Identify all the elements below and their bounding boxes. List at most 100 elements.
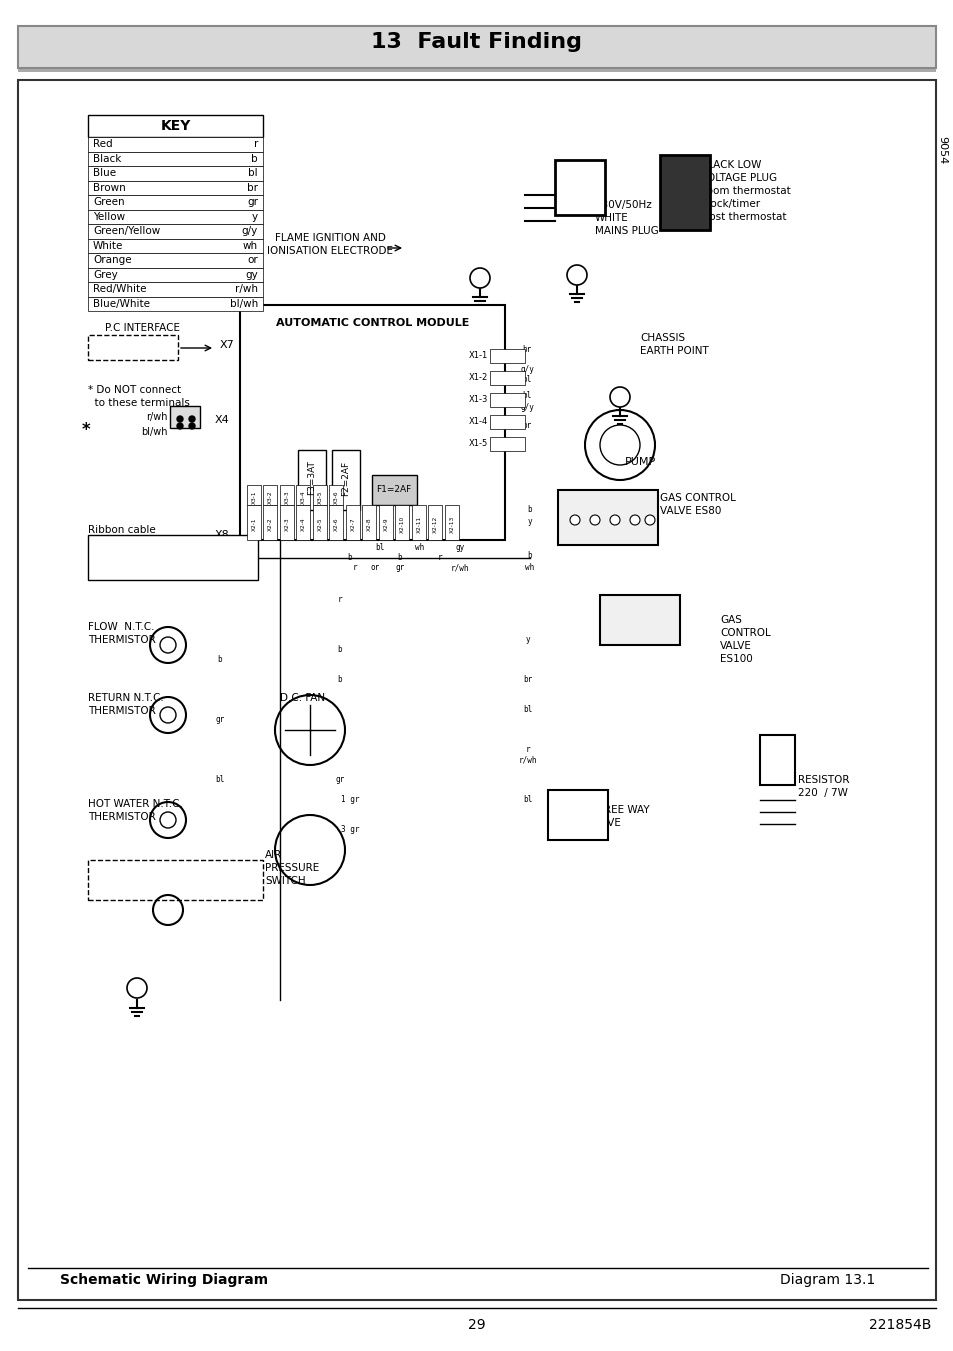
Bar [280,485,294,505]
Text: b: b [527,550,532,559]
Bar [263,485,277,505]
Text: r: r [253,139,257,149]
Text: gy: gy [245,270,257,280]
Text: X8: X8 [214,530,230,540]
Bar [88,195,263,209]
Text: X2-8: X2-8 [367,517,372,531]
Text: X2-6: X2-6 [334,517,338,531]
Bar [490,372,524,385]
Text: GAS CONTROL: GAS CONTROL [659,493,735,503]
Text: X3-1: X3-1 [252,490,256,504]
Text: to these terminals: to these terminals [88,399,190,408]
Text: b: b [337,646,342,654]
Text: Diagram 13.1: Diagram 13.1 [779,1273,874,1288]
Bar [490,415,524,430]
Text: r/wh: r/wh [518,755,537,765]
Text: SENSOR: SENSOR [88,878,131,888]
Text: X1-2: X1-2 [468,373,488,382]
Text: Frost thermostat: Frost thermostat [700,212,785,222]
Bar [490,436,524,451]
Text: X2-5: X2-5 [317,517,322,531]
Bar [88,224,263,239]
Text: THERMISTOR: THERMISTOR [88,635,155,644]
Bar [88,136,263,151]
Text: bl: bl [490,338,499,346]
Text: X2-11: X2-11 [416,516,421,532]
Text: FUSES: FUSES [354,438,390,449]
Bar [88,861,263,900]
Bar [313,505,327,540]
Bar [88,239,263,253]
Bar [280,505,294,540]
Text: br: br [247,182,257,193]
Text: X2-7: X2-7 [350,517,355,531]
Text: Grey: Grey [92,270,117,280]
Text: r/wh: r/wh [234,284,257,295]
Text: y: y [525,635,530,644]
Bar [378,505,393,540]
Text: gr: gr [335,775,344,785]
Text: bl: bl [522,376,531,385]
Text: X3-4: X3-4 [301,490,306,504]
Text: g/y: g/y [241,226,257,236]
Text: F1=2AF: F1=2AF [376,485,411,494]
Text: White: White [92,240,123,251]
Text: 1 gr: 1 gr [340,796,359,804]
Text: 29: 29 [468,1319,485,1332]
Text: X4: X4 [214,415,230,426]
Text: Green: Green [92,197,125,207]
Text: bl: bl [248,169,257,178]
Text: X1-3: X1-3 [468,396,488,404]
Text: D.C. FAN: D.C. FAN [280,693,325,703]
Bar [170,407,200,428]
Text: Brown: Brown [92,182,126,193]
Bar [88,181,263,195]
Text: X2-3: X2-3 [284,517,289,531]
Bar [372,476,416,505]
Bar [313,485,327,505]
Text: gr: gr [247,197,257,207]
Bar [395,505,409,540]
Text: CHASSIS: CHASSIS [639,332,684,343]
Text: Blue: Blue [92,169,116,178]
Text: SWITCH: SWITCH [265,875,305,886]
Text: Clock/timer: Clock/timer [700,199,760,209]
Text: VOLTAGE PLUG: VOLTAGE PLUG [700,173,777,182]
Bar [659,155,709,230]
Bar [547,790,607,840]
Bar [247,485,261,505]
Text: ES100: ES100 [720,654,752,663]
Bar [329,485,343,505]
Circle shape [177,416,183,422]
Text: THREE WAY: THREE WAY [589,805,649,815]
Text: bl: bl [375,543,384,553]
Text: RESISTOR: RESISTOR [797,775,848,785]
Text: bl: bl [522,390,531,400]
Circle shape [177,423,183,430]
Text: br: br [522,420,531,430]
Text: CONTROL: CONTROL [720,628,770,638]
Bar [346,505,359,540]
Bar [88,267,263,282]
Text: r: r [437,554,442,562]
Text: r: r [525,746,530,754]
Text: OUTSIDE: OUTSIDE [88,865,134,875]
Text: GAS: GAS [720,615,741,626]
Text: MAINS PLUG: MAINS PLUG [595,226,659,236]
Text: INTERNAL: INTERNAL [344,426,399,435]
Text: X3-6: X3-6 [334,490,338,504]
Text: PRESSURE: PRESSURE [265,863,319,873]
Text: Black: Black [92,154,121,163]
Text: X2-1: X2-1 [252,517,256,531]
Circle shape [629,515,639,526]
Bar [296,505,310,540]
Text: Red: Red [92,139,112,149]
Text: b: b [251,154,257,163]
Text: VALVE: VALVE [720,640,751,651]
Text: Room thermostat: Room thermostat [700,186,790,196]
Bar [88,166,263,181]
Bar [88,282,263,296]
Bar [263,505,277,540]
Circle shape [189,423,194,430]
Text: X2-2: X2-2 [268,517,273,531]
